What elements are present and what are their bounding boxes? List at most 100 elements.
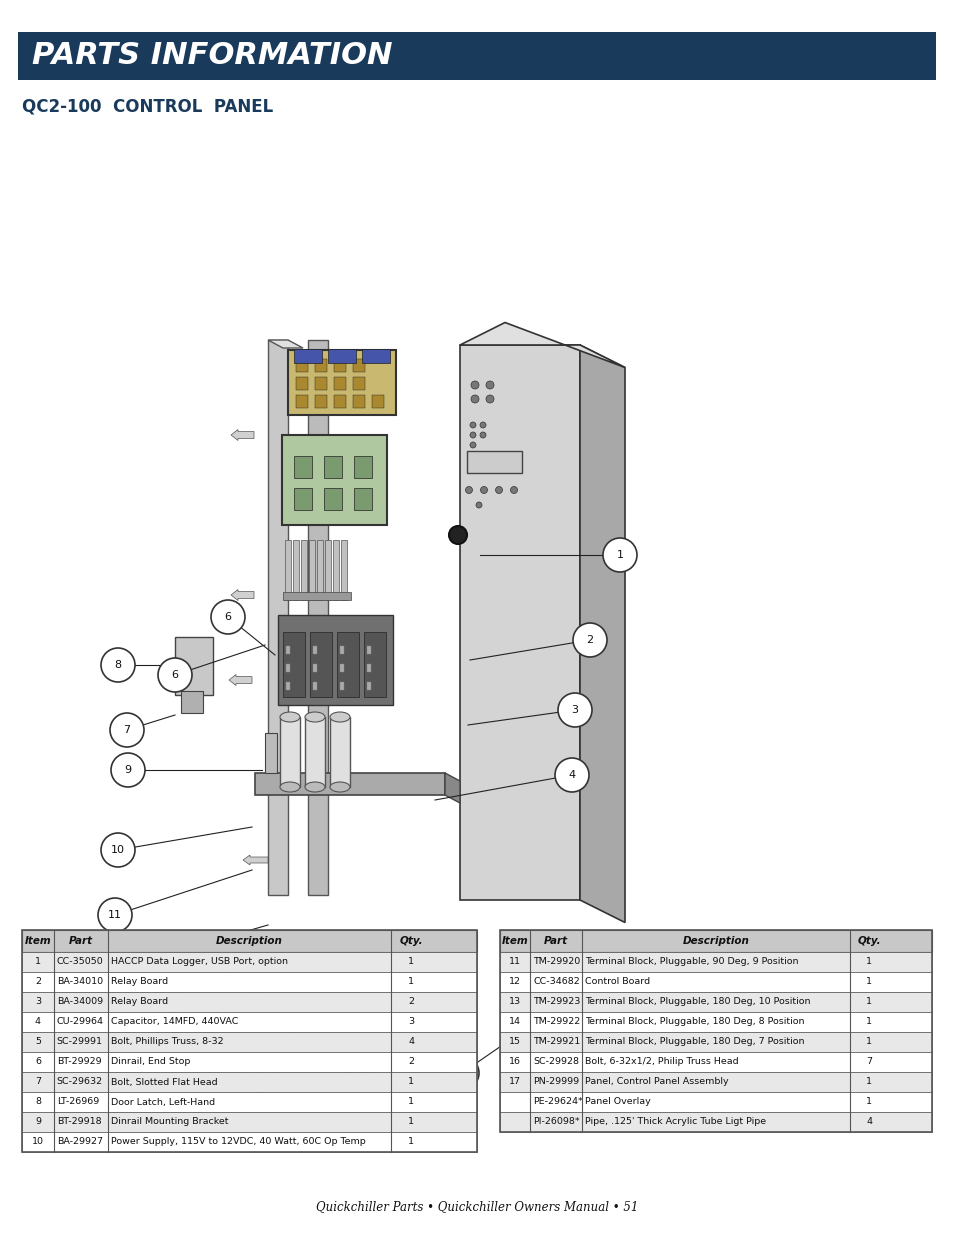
Bar <box>499 952 931 972</box>
Text: 4: 4 <box>35 1018 41 1026</box>
Bar <box>22 1032 476 1052</box>
Bar <box>354 488 372 510</box>
Circle shape <box>479 432 485 438</box>
Circle shape <box>143 981 177 1014</box>
Bar <box>334 359 346 372</box>
FancyArrow shape <box>229 674 252 685</box>
Bar <box>295 395 308 408</box>
Text: LT-26969: LT-26969 <box>57 1098 99 1107</box>
Text: 15: 15 <box>253 1070 267 1079</box>
Text: 7: 7 <box>865 1057 871 1067</box>
Text: BA-29927: BA-29927 <box>57 1137 103 1146</box>
Text: Bolt, Slotted Flat Head: Bolt, Slotted Flat Head <box>112 1077 218 1087</box>
Text: BA-34010: BA-34010 <box>57 977 103 987</box>
Bar <box>286 682 290 690</box>
Text: 1: 1 <box>865 957 871 967</box>
Bar <box>181 692 203 713</box>
Text: BT-29929: BT-29929 <box>57 1057 101 1067</box>
Text: 1: 1 <box>865 1077 871 1087</box>
Circle shape <box>98 898 132 932</box>
Bar <box>22 1132 476 1152</box>
Ellipse shape <box>305 713 325 722</box>
Text: 5: 5 <box>171 1025 177 1035</box>
Text: 12: 12 <box>114 962 129 972</box>
Circle shape <box>555 758 588 792</box>
Text: 3: 3 <box>571 705 578 715</box>
Text: 2: 2 <box>408 998 414 1007</box>
Circle shape <box>470 442 476 448</box>
Bar <box>22 1072 476 1092</box>
Text: Description: Description <box>215 936 283 946</box>
Circle shape <box>476 501 481 508</box>
Bar <box>280 718 299 787</box>
Text: 14: 14 <box>509 1018 520 1026</box>
Text: Relay Board: Relay Board <box>112 977 169 987</box>
Circle shape <box>510 487 517 494</box>
Text: 13: 13 <box>152 992 167 1002</box>
Text: 11: 11 <box>108 910 122 920</box>
Circle shape <box>444 1056 478 1091</box>
Circle shape <box>558 693 592 727</box>
Text: CC-35050: CC-35050 <box>57 957 104 967</box>
Text: 1: 1 <box>408 957 414 967</box>
Bar <box>22 992 476 1011</box>
Polygon shape <box>579 345 624 923</box>
Text: TM-29921: TM-29921 <box>533 1037 579 1046</box>
Bar <box>499 1052 931 1072</box>
FancyArrow shape <box>231 430 253 441</box>
Bar <box>286 664 290 672</box>
Text: 9: 9 <box>124 764 132 776</box>
Text: 2: 2 <box>586 635 593 645</box>
Bar <box>18 32 935 80</box>
Circle shape <box>470 432 476 438</box>
Bar <box>22 952 476 972</box>
Bar <box>283 632 305 697</box>
Text: QC2-100  CONTROL  PANEL: QC2-100 CONTROL PANEL <box>22 98 273 115</box>
Circle shape <box>110 713 144 747</box>
Text: 4: 4 <box>865 1118 871 1126</box>
Bar <box>499 1072 931 1092</box>
Bar <box>334 395 346 408</box>
Text: 1: 1 <box>408 1077 414 1087</box>
Bar <box>499 930 931 1132</box>
Text: Capacitor, 14MFD, 440VAC: Capacitor, 14MFD, 440VAC <box>112 1018 238 1026</box>
Bar <box>328 350 355 363</box>
Bar <box>499 930 931 952</box>
Text: PN-29999: PN-29999 <box>533 1077 578 1087</box>
Text: Bolt, Phillips Truss, 8-32: Bolt, Phillips Truss, 8-32 <box>112 1037 224 1046</box>
Bar <box>353 377 365 390</box>
Text: 1: 1 <box>865 977 871 987</box>
Text: Terminal Block, Pluggable, 180 Deg, 7 Position: Terminal Block, Pluggable, 180 Deg, 7 Po… <box>584 1037 803 1046</box>
Bar <box>316 540 323 600</box>
Bar <box>367 646 371 655</box>
Bar <box>339 682 344 690</box>
Bar <box>294 456 312 478</box>
Bar <box>314 395 327 408</box>
Text: 11: 11 <box>509 957 520 967</box>
Bar <box>336 632 358 697</box>
Text: SC-29928: SC-29928 <box>533 1057 578 1067</box>
Bar <box>22 930 476 1152</box>
Text: Terminal Block, Pluggable, 180 Deg, 8 Position: Terminal Block, Pluggable, 180 Deg, 8 Po… <box>584 1018 803 1026</box>
Text: 13: 13 <box>509 998 520 1007</box>
Bar <box>293 540 298 600</box>
Text: Panel Overlay: Panel Overlay <box>584 1098 650 1107</box>
Text: Qty.: Qty. <box>857 936 881 946</box>
Bar <box>499 972 931 992</box>
Text: HACCP Data Logger, USB Port, option: HACCP Data Logger, USB Port, option <box>112 957 288 967</box>
Circle shape <box>211 600 245 634</box>
Bar <box>372 395 384 408</box>
Text: SC-29632: SC-29632 <box>57 1077 103 1087</box>
Text: 4: 4 <box>568 769 575 781</box>
Text: 17: 17 <box>455 1068 469 1078</box>
Circle shape <box>470 422 476 429</box>
Text: 7: 7 <box>123 725 131 735</box>
Text: Terminal Block, Pluggable, 90 Deg, 9 Position: Terminal Block, Pluggable, 90 Deg, 9 Pos… <box>584 957 798 967</box>
Bar <box>354 456 372 478</box>
Ellipse shape <box>305 782 325 792</box>
Text: 6: 6 <box>224 613 232 622</box>
Bar <box>295 359 308 372</box>
Bar <box>22 972 476 992</box>
Ellipse shape <box>330 713 350 722</box>
Bar <box>314 359 327 372</box>
